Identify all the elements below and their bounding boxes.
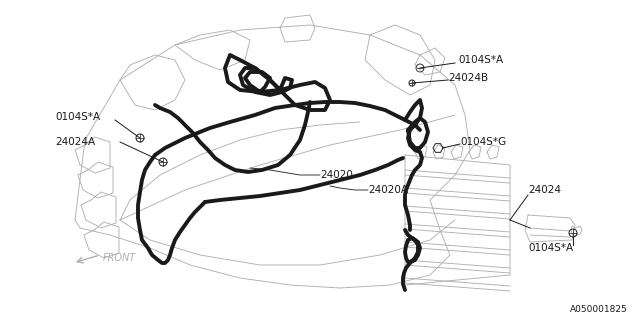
Text: A050001825: A050001825 <box>570 305 628 314</box>
Text: FRONT: FRONT <box>103 253 136 263</box>
Text: 24024B: 24024B <box>448 73 488 83</box>
Text: 24024: 24024 <box>528 185 561 195</box>
Text: 24020A: 24020A <box>368 185 408 195</box>
Text: 0104S*A: 0104S*A <box>55 112 100 122</box>
Text: 24024A: 24024A <box>55 137 95 147</box>
Text: 24020: 24020 <box>320 170 353 180</box>
Text: 0104S*A: 0104S*A <box>458 55 503 65</box>
Text: 0104S*A: 0104S*A <box>528 243 573 253</box>
Text: 0104S*G: 0104S*G <box>460 137 506 147</box>
